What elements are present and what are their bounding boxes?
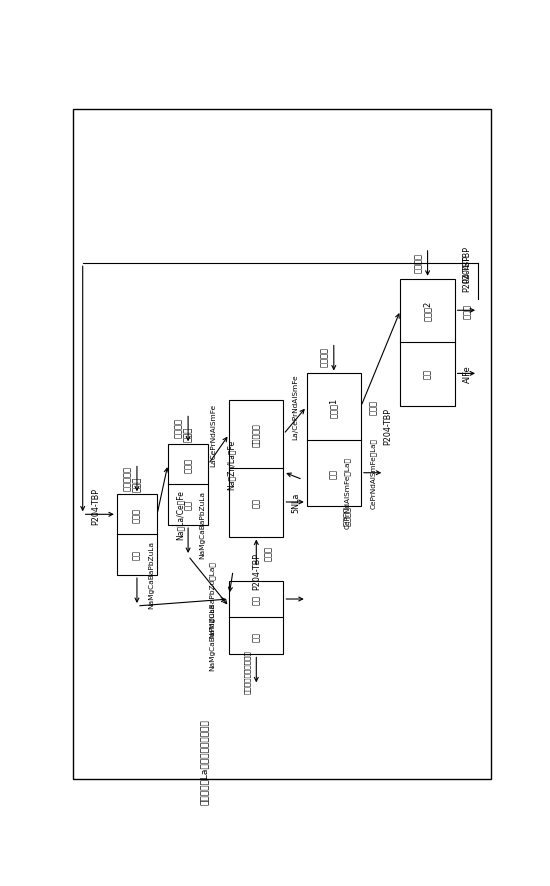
Text: 反萃段2: 反萃段2 xyxy=(423,300,432,321)
Text: 5NLa: 5NLa xyxy=(292,493,300,513)
Text: 水相: 水相 xyxy=(133,549,141,560)
Text: 洗涤段: 洗涤段 xyxy=(184,426,192,441)
Bar xyxy=(229,400,283,537)
Text: 水相: 水相 xyxy=(252,497,261,508)
Text: CePrNdAlSmFe（La）: CePrNdAlSmFe（La） xyxy=(344,456,351,528)
Bar xyxy=(117,494,157,576)
Text: Na～La/Ce～Fe: Na～La/Ce～Fe xyxy=(176,490,185,540)
Text: P204-TBP: P204-TBP xyxy=(463,255,471,291)
Bar xyxy=(229,581,283,655)
Text: NaMgCaBaPbZuLa: NaMgCaBaPbZuLa xyxy=(209,602,215,670)
Text: NaMgCaBaPbZu（La）: NaMgCaBaPbZu（La） xyxy=(209,561,216,638)
Text: 洗涤剂: 洗涤剂 xyxy=(264,545,273,560)
Text: Na～Zn/La～Fe: Na～Zn/La～Fe xyxy=(227,439,236,490)
Text: P204-TBP: P204-TBP xyxy=(252,552,261,589)
Bar xyxy=(168,445,208,525)
Bar xyxy=(400,279,455,407)
Text: 水相: 水相 xyxy=(252,631,261,641)
Text: CePrNdAlSmFe（La）: CePrNdAlSmFe（La） xyxy=(370,438,377,509)
Text: 反萃段1: 反萃段1 xyxy=(329,397,338,417)
Text: 水相: 水相 xyxy=(184,500,192,509)
Text: P204-TBP: P204-TBP xyxy=(463,245,471,283)
Text: 回收稀土: 回收稀土 xyxy=(343,506,352,525)
Text: 负载有机相: 负载有机相 xyxy=(252,423,261,447)
Text: 有机相: 有机相 xyxy=(463,303,471,318)
Text: 注：图中（La）表示含有部分镧。: 注：图中（La）表示含有部分镧。 xyxy=(200,719,209,804)
Text: 有机相: 有机相 xyxy=(133,508,141,522)
Text: P204-TBP: P204-TBP xyxy=(383,408,393,445)
Text: 有机相: 有机相 xyxy=(184,457,192,472)
Text: LaCePrNdAlSmFe: LaCePrNdAlSmFe xyxy=(211,403,217,466)
Bar xyxy=(307,374,361,506)
Text: 水相: 水相 xyxy=(252,595,261,604)
Text: 氧化氢酸: 氧化氢酸 xyxy=(414,253,423,272)
Text: 反萃盐酸: 反萃盐酸 xyxy=(320,347,329,367)
Text: 石灰中和沉淀回收稀土: 石灰中和沉淀回收稀土 xyxy=(244,649,250,694)
Text: P204-TBP: P204-TBP xyxy=(91,487,100,524)
Text: 萃取段: 萃取段 xyxy=(133,477,141,492)
Text: 水相: 水相 xyxy=(329,468,338,478)
Text: 氯化镧料液: 氯化镧料液 xyxy=(123,465,132,490)
Text: NaMgCaBaPbZuLa: NaMgCaBaPbZuLa xyxy=(199,490,205,558)
Text: 水相: 水相 xyxy=(423,369,432,379)
Text: 洗涤盐酸: 洗涤盐酸 xyxy=(174,418,183,438)
Text: NaMgCaBaPbZuLa: NaMgCaBaPbZuLa xyxy=(148,540,154,608)
Text: La/CePrNdAlSmFe: La/CePrNdAlSmFe xyxy=(292,374,298,439)
Text: 有机相: 有机相 xyxy=(369,400,378,415)
Text: AlFe: AlFe xyxy=(463,365,471,383)
